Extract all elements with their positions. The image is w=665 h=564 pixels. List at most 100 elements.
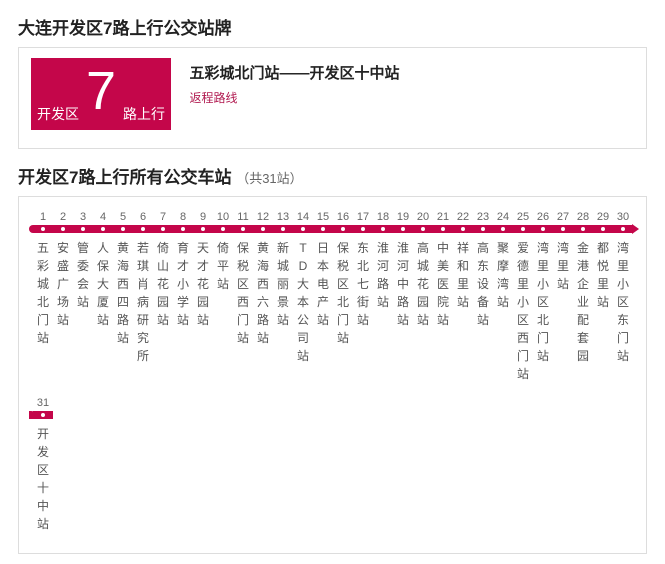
track-segment [593,225,613,233]
track-segment [133,225,153,233]
stop-name: 金港企业配套园 [573,239,593,365]
stop-number: 13 [273,211,293,223]
stop-number: 7 [153,211,173,223]
stop-item[interactable]: 31 开发区十中站 [33,397,53,533]
stop-number: 22 [453,211,473,223]
stop-number: 4 [93,211,113,223]
route-card: 开发区 7 路上行 五彩城北门站——开发区十中站 返程路线 [18,47,647,149]
stop-number: 11 [233,211,253,223]
stop-name: 保税区北门站 [333,239,353,347]
stop-item[interactable]: 20 高城花园站 [413,211,433,329]
stop-item[interactable]: 15 日本电产站 [313,211,333,329]
stop-item[interactable]: 22 祥和里站 [453,211,473,311]
badge-prefix: 开发区 [37,104,79,124]
track-segment [313,225,333,233]
track-segment [413,225,433,233]
stop-item[interactable]: 23 高东设备站 [473,211,493,329]
return-route-link[interactable]: 返程路线 [189,91,237,105]
stop-item[interactable]: 1 五彩城北门站 [33,211,53,347]
stop-number: 8 [173,211,193,223]
stop-name: 安盛广场站 [53,239,73,329]
stop-number: 26 [533,211,553,223]
track-segment [173,225,193,233]
stop-name: 东北七街站 [353,239,373,329]
stop-name: 湾里小区东门站 [613,239,633,365]
stop-number: 27 [553,211,573,223]
stop-number: 10 [213,211,233,223]
track-segment [153,225,173,233]
stop-name: 都悦里站 [593,239,613,311]
stop-name: 黄海西六路站 [253,239,273,347]
stop-item[interactable]: 19 淮河中路站 [393,211,413,329]
stop-name: 倚山花园站 [153,239,173,329]
stop-item[interactable]: 25 爱德里小区西门站 [513,211,533,383]
stop-number: 17 [353,211,373,223]
stop-number: 15 [313,211,333,223]
page-title: 大连开发区7路上行公交站牌 [18,14,647,39]
track-segment [493,225,513,233]
stop-item[interactable]: 13 新城丽景站 [273,211,293,329]
track-segment [233,225,253,233]
stop-item[interactable]: 26 湾里小区北门站 [533,211,553,365]
stop-item[interactable]: 11 保税区西门站 [233,211,253,347]
track-segment [353,225,373,233]
track-segment [33,225,53,233]
stop-name: 高城花园站 [413,239,433,329]
stop-item[interactable]: 2 安盛广场站 [53,211,73,329]
stop-number: 21 [433,211,453,223]
track-segment [333,225,353,233]
stop-item[interactable]: 9 天才花园站 [193,211,213,329]
stop-item[interactable]: 27 湾里站 [553,211,573,293]
stop-item[interactable]: 28 金港企业配套园 [573,211,593,365]
stop-item[interactable]: 29 都悦里站 [593,211,613,311]
stop-item[interactable]: 5 黄海西四路站 [113,211,133,347]
stop-item[interactable]: 21 中美医院站 [433,211,453,329]
track-segment [433,225,453,233]
stop-name: 开发区十中站 [33,425,53,533]
badge-number: 7 [86,64,116,118]
track-segment [93,225,113,233]
stop-item[interactable]: 24 聚摩湾站 [493,211,513,311]
stop-item[interactable]: 10 倚平站 [213,211,233,293]
stops-header: 开发区7路上行所有公交车站 （共31站） [18,163,647,188]
track-segment [513,225,533,233]
stop-item[interactable]: 14 TD大本公司站 [293,211,313,365]
stop-name: 保税区西门站 [233,239,253,347]
stop-item[interactable]: 18 淮河路站 [373,211,393,311]
stop-number: 29 [593,211,613,223]
track-segment [373,225,393,233]
stop-item[interactable]: 6 若琪肖病研究所 [133,211,153,365]
route-summary: 五彩城北门站——开发区十中站 [189,62,399,83]
stop-item[interactable]: 4 人保大厦站 [93,211,113,329]
stop-name: 湾里站 [553,239,573,293]
stop-name: 五彩城北门站 [33,239,53,347]
stop-number: 23 [473,211,493,223]
stops-container: 1 五彩城北门站 2 安盛广场站 3 管委会站 4 人保大厦站 5 黄海西四路站… [18,196,647,554]
track-segment [573,225,593,233]
stop-item[interactable]: 12 黄海西六路站 [253,211,273,347]
stop-name: 日本电产站 [313,239,333,329]
track-segment [73,225,93,233]
stop-number: 28 [573,211,593,223]
stop-name: 聚摩湾站 [493,239,513,311]
stop-item[interactable]: 30 湾里小区东门站 [613,211,633,365]
stop-number: 6 [133,211,153,223]
track-segment [33,411,53,419]
stop-name: 中美医院站 [433,239,453,329]
stop-name: 淮河中路站 [393,239,413,329]
stop-number: 24 [493,211,513,223]
stop-item[interactable]: 8 育才小学站 [173,211,193,329]
track-segment [393,225,413,233]
stop-item[interactable]: 16 保税区北门站 [333,211,353,347]
stop-item[interactable]: 17 东北七街站 [353,211,373,329]
stop-item[interactable]: 3 管委会站 [73,211,93,311]
stop-name: 天才花园站 [193,239,213,329]
stop-number: 5 [113,211,133,223]
track-segment [113,225,133,233]
stop-item[interactable]: 7 倚山花园站 [153,211,173,329]
stop-number: 30 [613,211,633,223]
stop-name: 育才小学站 [173,239,193,329]
stop-name: 新城丽景站 [273,239,293,329]
stop-name: 高东设备站 [473,239,493,329]
stop-name: 人保大厦站 [93,239,113,329]
